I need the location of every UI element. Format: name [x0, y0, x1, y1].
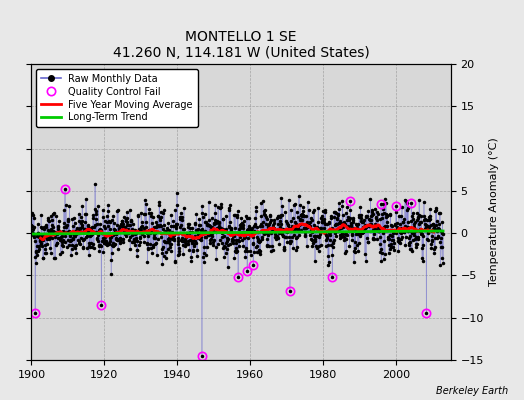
Legend: Raw Monthly Data, Quality Control Fail, Five Year Moving Average, Long-Term Tren: Raw Monthly Data, Quality Control Fail, …	[36, 69, 198, 127]
Y-axis label: Temperature Anomaly (°C): Temperature Anomaly (°C)	[489, 138, 499, 286]
Text: Berkeley Earth: Berkeley Earth	[436, 386, 508, 396]
Title: MONTELLO 1 SE
41.260 N, 114.181 W (United States): MONTELLO 1 SE 41.260 N, 114.181 W (Unite…	[113, 30, 369, 60]
